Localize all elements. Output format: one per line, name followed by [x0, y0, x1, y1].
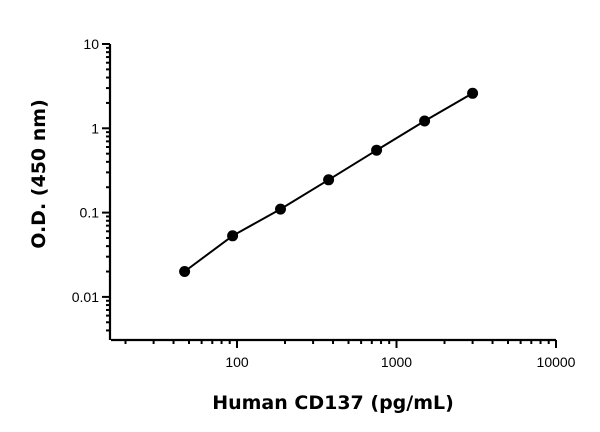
y-axis-title: O.D. (450 nm): [28, 99, 50, 249]
y-tick-label: 10: [83, 36, 99, 52]
x-axis-title: Human CD137 (pg/mL): [212, 392, 454, 414]
x-tick-label: 10000: [537, 354, 576, 370]
ticks: 0.01 0.1 1 10 100 1000 10000: [72, 36, 576, 370]
axes: [108, 44, 556, 342]
y-tick-label: 0.01: [72, 289, 99, 305]
y-tick-label: 0.1: [80, 205, 100, 221]
data-point: [323, 174, 335, 186]
data-point: [275, 203, 286, 215]
data-point: [227, 230, 239, 242]
data-point: [371, 144, 383, 156]
data-points: [179, 87, 479, 277]
y-tick-label: 1: [91, 120, 99, 136]
data-point: [419, 115, 431, 127]
x-tick-label: 1000: [381, 354, 412, 370]
data-point: [179, 266, 191, 277]
data-point: [467, 87, 479, 99]
x-tick-label: 100: [225, 354, 249, 370]
